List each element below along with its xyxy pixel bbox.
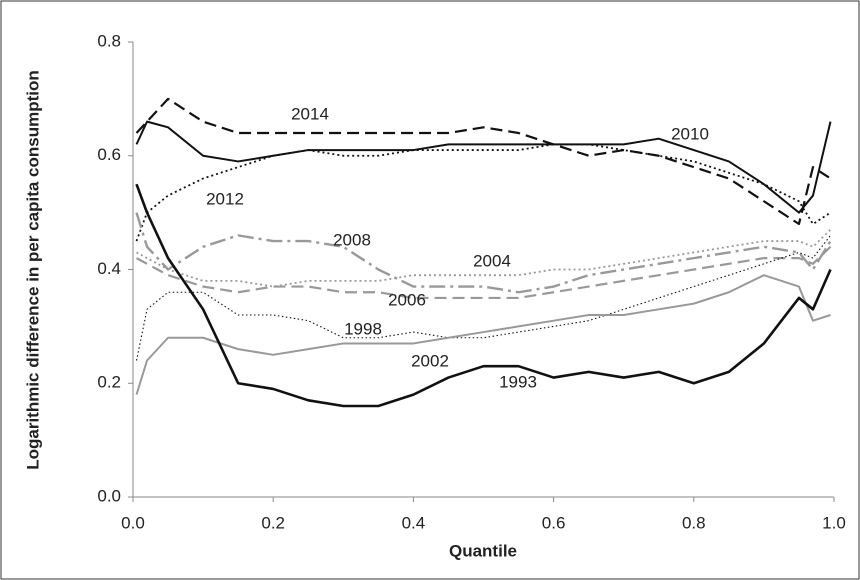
series-label: 2004 — [473, 251, 511, 270]
y-tick-label: 0.0 — [97, 486, 121, 505]
series-line — [135, 274, 831, 395]
series-line — [135, 97, 832, 226]
series-label: 2008 — [333, 230, 371, 249]
series-line — [135, 245, 832, 300]
x-tick-label: 0.6 — [542, 513, 566, 532]
y-tick-label: 0.6 — [97, 145, 121, 164]
x-tick-label: 0.2 — [261, 513, 285, 532]
y-tick-label: 0.8 — [97, 31, 121, 50]
series-line — [135, 235, 831, 361]
series-label: 2012 — [206, 189, 244, 208]
series-line — [136, 229, 832, 288]
series-line — [135, 143, 831, 242]
x-tick-label: 0.4 — [402, 513, 426, 532]
series-line — [135, 183, 832, 408]
series-label: 2006 — [388, 290, 426, 309]
series-label: 2002 — [411, 351, 449, 370]
y-tick-label: 0.4 — [97, 259, 121, 278]
y-axis-title: Logarithmic difference in per capita con… — [23, 70, 42, 470]
x-tick-label: 0.0 — [121, 513, 145, 532]
series-label: 2014 — [291, 104, 329, 123]
x-tick-label: 1.0 — [822, 513, 846, 532]
series-line — [135, 120, 832, 214]
series-label: 1993 — [499, 372, 537, 391]
x-axis-title: Quantile — [449, 541, 517, 560]
series-label: 2010 — [671, 124, 709, 143]
y-tick-label: 0.2 — [97, 373, 121, 392]
series-label: 1998 — [344, 319, 382, 338]
x-tick-label: 0.8 — [682, 513, 706, 532]
